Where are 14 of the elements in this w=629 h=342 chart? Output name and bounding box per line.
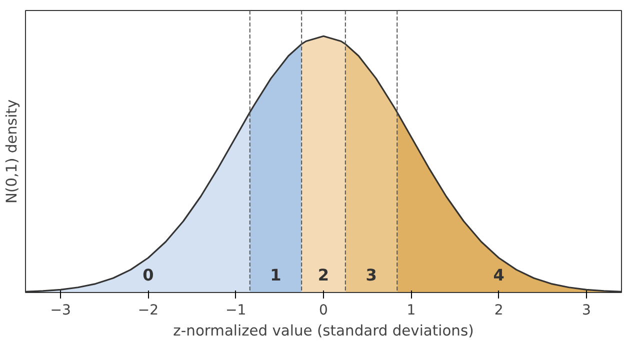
- annotation: 1: [270, 266, 282, 285]
- y-axis-title: N(0,1) density: [4, 99, 20, 204]
- annotation: 0: [142, 266, 154, 285]
- annotation: 2: [318, 266, 330, 285]
- x-tick-label: 3: [582, 302, 591, 318]
- x-tick-label: 2: [494, 302, 504, 318]
- x-axis-title: z-normalized value (standard deviations): [173, 322, 474, 340]
- x-tick-label: −3: [50, 302, 71, 318]
- x-tick-label: 1: [406, 302, 416, 318]
- annotation: 3: [366, 266, 377, 285]
- annotation: 4: [493, 266, 504, 285]
- x-tick-label: 0: [319, 302, 328, 318]
- x-tick-label: −1: [226, 302, 246, 318]
- x-tick-label: −2: [138, 302, 159, 318]
